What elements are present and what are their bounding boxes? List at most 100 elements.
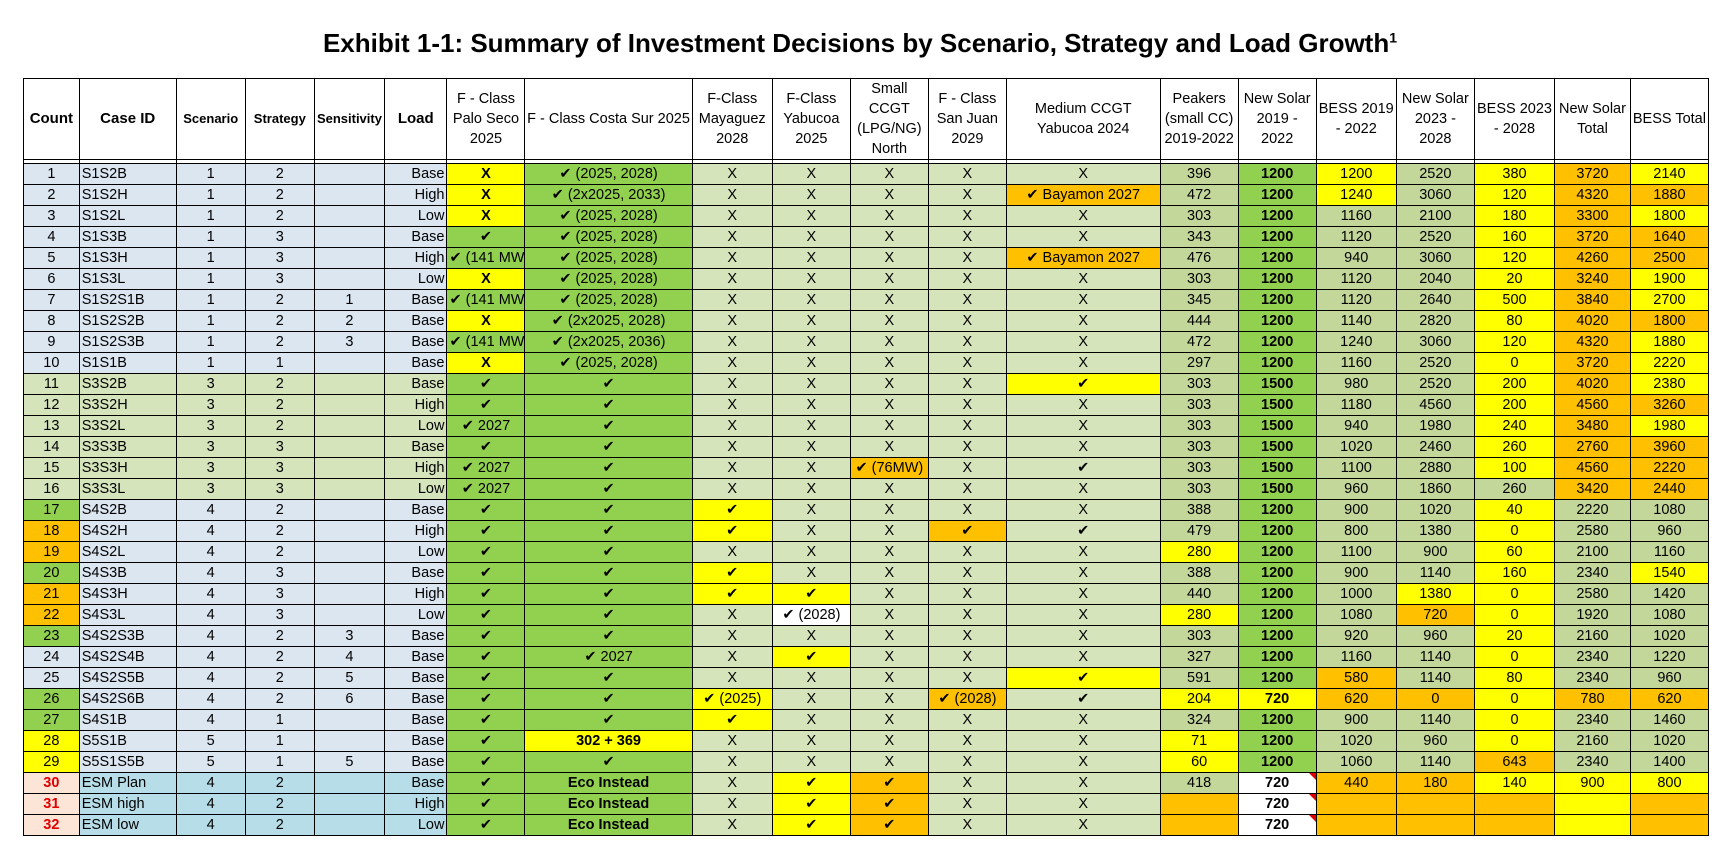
table-cell: 40 bbox=[1473, 499, 1556, 521]
table-row: 15 S3S3H 3 3 High ✔ 2027 ✔ X X ✔ (76MW) X ✔ 303 1500 1… bbox=[23, 457, 1710, 479]
table-cell: 0 bbox=[1395, 688, 1475, 710]
table-cell: 0 bbox=[1473, 604, 1556, 626]
page-title: Exhibit 1-1: Summary of Investment Decis… bbox=[322, 28, 1398, 58]
table-cell bbox=[313, 772, 386, 794]
table-cell: X bbox=[1005, 268, 1161, 290]
table-cell: 3720 bbox=[1554, 163, 1631, 185]
table-cell: 1200 bbox=[1237, 541, 1317, 563]
table-cell: Base bbox=[384, 751, 448, 773]
table-cell: X bbox=[1005, 772, 1161, 794]
table-cell: Base bbox=[384, 289, 448, 311]
table-cell: 1 bbox=[175, 163, 246, 185]
table-cell: X bbox=[691, 478, 773, 500]
table-cell: ✔ bbox=[446, 394, 526, 416]
table-cell: Low bbox=[384, 478, 448, 500]
column-header: New Solar Total bbox=[1554, 78, 1631, 160]
table-cell: X bbox=[771, 751, 851, 773]
table-cell: ✔ bbox=[446, 562, 526, 584]
column-header: Scenario bbox=[175, 78, 246, 160]
table-cell: X bbox=[927, 814, 1007, 836]
table-cell: 2100 bbox=[1554, 541, 1631, 563]
table-cell: X bbox=[849, 709, 929, 731]
table-cell: 4 bbox=[175, 562, 246, 584]
table-cell: X bbox=[771, 247, 851, 269]
table-cell: 4020 bbox=[1554, 310, 1631, 332]
table-cell bbox=[313, 205, 386, 227]
table-cell: ✔ (2025, 2028) bbox=[524, 352, 693, 374]
table-row: 28 S5S1B 5 1 Base ✔ 302 + 369 X X X X X 71 1200 1020 96… bbox=[23, 730, 1710, 752]
table-row: 13 S3S2L 3 2 Low ✔ 2027 ✔ X X X X X 303 1500 940 1980 24… bbox=[23, 415, 1710, 437]
table-cell: ✔ (2025, 2028) bbox=[524, 226, 693, 248]
table-cell: 2 bbox=[244, 184, 315, 206]
table-cell: X bbox=[849, 478, 929, 500]
investment-table: Count Case ID Scenario Strategy Sensitivity L… bbox=[23, 78, 1710, 836]
table-cell: 4 bbox=[175, 667, 246, 689]
table-cell: 3 bbox=[244, 583, 315, 605]
column-header: F - Class Costa Sur 2025 bbox=[524, 78, 693, 160]
table-cell: 2340 bbox=[1554, 562, 1631, 584]
table-cell: X bbox=[446, 205, 526, 227]
table-cell: S1S3L bbox=[78, 268, 177, 290]
table-cell: ✔ bbox=[446, 772, 526, 794]
table-cell: 3 bbox=[313, 625, 386, 647]
table-cell: 20 bbox=[23, 562, 80, 584]
table-cell: 1020 bbox=[1629, 730, 1710, 752]
table-cell: X bbox=[771, 478, 851, 500]
table-cell: 5 bbox=[313, 751, 386, 773]
table-cell: 1160 bbox=[1315, 205, 1397, 227]
table-cell: 1880 bbox=[1629, 331, 1710, 353]
table-cell: 940 bbox=[1315, 247, 1397, 269]
table-cell: ✔ bbox=[691, 499, 773, 521]
table-cell: X bbox=[771, 730, 851, 752]
table-cell: 20 bbox=[1473, 625, 1556, 647]
table-cell: Base bbox=[384, 730, 448, 752]
table-cell bbox=[1473, 793, 1556, 815]
table-cell: S4S2H bbox=[78, 520, 177, 542]
table-cell: 780 bbox=[1554, 688, 1631, 710]
table-cell: 2 bbox=[313, 310, 386, 332]
table-cell: 4 bbox=[175, 541, 246, 563]
table-cell: 3840 bbox=[1554, 289, 1631, 311]
table-cell: S3S2L bbox=[78, 415, 177, 437]
table-cell: ✔ bbox=[691, 520, 773, 542]
table-cell: X bbox=[927, 205, 1007, 227]
column-header: Strategy bbox=[244, 78, 315, 160]
table-cell: X bbox=[849, 562, 929, 584]
table-cell: 0 bbox=[1473, 646, 1556, 668]
table-cell: 3 bbox=[244, 268, 315, 290]
table-cell: S1S2H bbox=[78, 184, 177, 206]
table-cell: 24 bbox=[23, 646, 80, 668]
table-cell: 160 bbox=[1473, 226, 1556, 248]
table-row: 8 S1S2S2B 1 2 2 Base X ✔ (2x2025, 2028) X X X X X 444… bbox=[23, 310, 1710, 332]
table-cell: X bbox=[927, 394, 1007, 416]
table-cell: 0 bbox=[1473, 709, 1556, 731]
table-cell bbox=[1554, 793, 1631, 815]
table-cell: 960 bbox=[1395, 625, 1475, 647]
table-cell: X bbox=[849, 604, 929, 626]
table-cell: 1200 bbox=[1237, 163, 1317, 185]
table-cell bbox=[313, 457, 386, 479]
table-cell bbox=[313, 562, 386, 584]
table-cell: ✔ bbox=[524, 520, 693, 542]
table-cell: 0 bbox=[1473, 583, 1556, 605]
table-cell: X bbox=[446, 163, 526, 185]
table-cell: 620 bbox=[1629, 688, 1710, 710]
table-cell: 440 bbox=[1315, 772, 1397, 794]
table-cell: 14 bbox=[23, 436, 80, 458]
table-cell: 240 bbox=[1473, 415, 1556, 437]
table-cell: 920 bbox=[1315, 625, 1397, 647]
table-cell: 1800 bbox=[1629, 205, 1710, 227]
table-cell: 1500 bbox=[1237, 457, 1317, 479]
table-cell: X bbox=[849, 436, 929, 458]
table-cell: X bbox=[1005, 163, 1161, 185]
table-cell: X bbox=[771, 394, 851, 416]
table-cell: 160 bbox=[1473, 562, 1556, 584]
table-cell: 4320 bbox=[1554, 331, 1631, 353]
table-cell: 1160 bbox=[1629, 541, 1710, 563]
table-cell: S4S2S3B bbox=[78, 625, 177, 647]
table-cell: X bbox=[446, 352, 526, 374]
table-cell: X bbox=[1005, 730, 1161, 752]
table-cell: 1140 bbox=[1395, 562, 1475, 584]
table-row: 10 S1S1B 1 1 Base X ✔ (2025, 2028) X X X X X 297 1200… bbox=[23, 352, 1710, 374]
table-cell: 4 bbox=[23, 226, 80, 248]
